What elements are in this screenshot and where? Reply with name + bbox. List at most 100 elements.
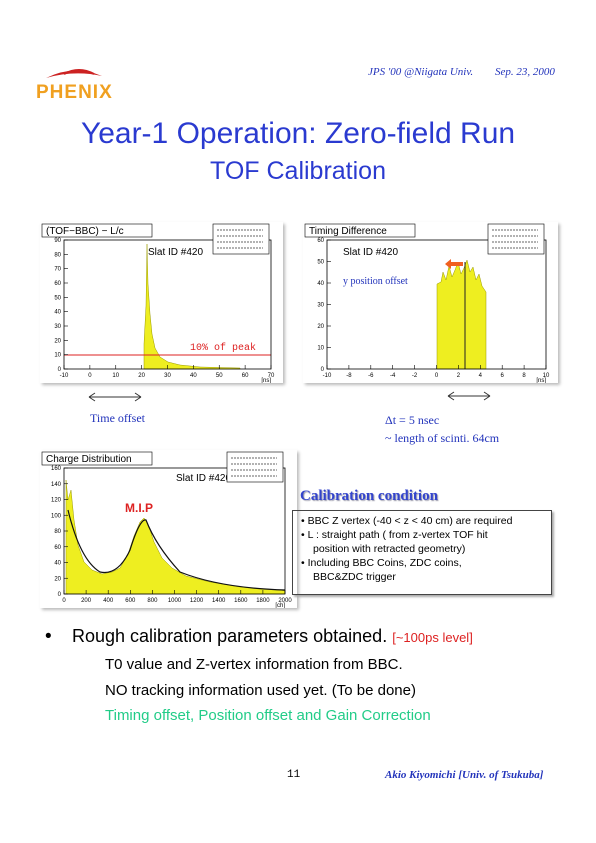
y-tick-label: 40 (54, 561, 61, 567)
x-tick-label: 0 (62, 598, 66, 604)
stats-box (212, 223, 270, 255)
y-tick-label: 60 (54, 281, 61, 287)
logo: PHENIX (36, 82, 113, 103)
condition-line: BBC&ZDC trigger (293, 570, 551, 584)
double-arrow (447, 391, 491, 401)
condition-text: BBC Z vertex (-40 < z < 40 cm) are requi… (307, 515, 513, 527)
author: Akio Kiyomichi [Univ. of Tsukuba] (385, 769, 544, 781)
y-tick-label: 50 (54, 295, 61, 301)
bullet-dot: • (301, 557, 308, 569)
panel-title: (TOF−BBC) − L/c (46, 226, 124, 237)
condition-line: • Including BBC Coins, ZDC coins, (293, 556, 551, 570)
subline: T0 value and Z-vertex information from B… (105, 656, 403, 673)
x-tick-label: -2 (412, 373, 418, 379)
y-tick-label: 0 (58, 592, 62, 598)
x-tick-label: -4 (390, 373, 396, 379)
y-tick-label: 160 (51, 466, 62, 472)
subline: Timing offset, Position offset and Gain … (105, 707, 431, 724)
title-box (41, 223, 153, 238)
panel-label: Slat ID #420 (148, 247, 203, 258)
x-tick-label: 2000 (278, 598, 292, 604)
histogram (436, 259, 487, 370)
note: Time offset (90, 411, 146, 425)
condition-text: BBC&ZDC trigger (313, 571, 396, 583)
x-tick-label: 0 (88, 373, 92, 379)
y-tick-label: 20 (54, 576, 61, 582)
bullet-dot: • (301, 515, 308, 527)
y-tick-label: 90 (54, 238, 61, 244)
note: Δt = 5 nsec (385, 413, 440, 427)
annotation: M.I.P (125, 501, 153, 515)
annotation: 10% of peak (190, 342, 256, 354)
y-tick-label: 80 (54, 252, 61, 258)
y-tick-label: 0 (58, 367, 62, 373)
subline: NO tracking information used yet. (To be… (105, 682, 416, 699)
title: Year-1 Operation: Zero-field Run (80, 117, 516, 150)
title-box (304, 223, 416, 238)
x-tick-label: -10 (60, 373, 69, 379)
x-tick-label: 50 (216, 373, 223, 379)
x-tick-label: 1200 (190, 598, 204, 604)
condition-text: position with retracted geometry) (313, 543, 466, 555)
y-tick-label: 0 (321, 367, 325, 373)
x-tick-label: 60 (242, 373, 249, 379)
x-tick-label: 4 (479, 373, 483, 379)
y-tick-label: 20 (54, 338, 61, 344)
x-tick-label: 0 (435, 373, 439, 379)
y-tick-label: 140 (51, 482, 62, 488)
stats-box (487, 223, 545, 255)
condition-text: L : straight path ( from z-vertex TOF hi… (307, 529, 488, 541)
y-tick-label: 30 (54, 324, 61, 330)
condition-line: • BBC Z vertex (-40 < z < 40 cm) are req… (293, 514, 551, 528)
header-event: JPS '00 @Niigata Univ. (368, 66, 474, 78)
bullet-level: [~100ps level] (392, 630, 473, 645)
condition-line: • L : straight path ( from z-vertex TOF … (293, 528, 551, 542)
y-tick-label: 20 (317, 324, 324, 330)
histogram-panel: 10% of peak Slat ID #420 (TOF−BBC) − L/c… (40, 222, 283, 383)
plot-frame (326, 239, 547, 370)
title-box (41, 451, 153, 466)
histogram (65, 479, 286, 595)
x-unit: [ch] (275, 603, 285, 608)
y-tick-label: 10 (317, 346, 324, 352)
x-tick-label: 70 (268, 373, 275, 379)
x-tick-label: 1800 (256, 598, 270, 604)
y-tick-label: 60 (54, 545, 61, 551)
y-tick-label: 120 (51, 498, 62, 504)
bullet-main: Rough calibration parameters obtained. [… (72, 626, 473, 647)
histogram (143, 243, 241, 370)
histogram-panel: Slat ID #420 y position offset Timing Di… (303, 222, 558, 383)
x-tick-label: 10 (543, 373, 550, 379)
stats-box (226, 451, 284, 483)
bullet-text: Rough calibration parameters obtained. (72, 626, 388, 646)
note: ~ length of scinti. 64cm (385, 431, 500, 445)
page-number: 11 (287, 769, 301, 781)
header-date: Sep. 23, 2000 (495, 66, 555, 78)
subtitle: TOF Calibration (210, 157, 386, 185)
x-tick-label: 2 (457, 373, 461, 379)
y-tick-label: 40 (54, 310, 61, 316)
condition-heading: Calibration condition (300, 488, 438, 504)
x-tick-label: 40 (190, 373, 197, 379)
x-tick-label: 1000 (168, 598, 182, 604)
y-tick-label: 70 (54, 267, 61, 273)
x-tick-label: 1400 (212, 598, 226, 604)
y-tick-label: 10 (54, 353, 61, 359)
x-tick-label: 400 (103, 598, 114, 604)
y-tick-label: 50 (317, 260, 324, 266)
x-tick-label: 10 (112, 373, 119, 379)
bullet-dot: • (45, 626, 52, 647)
x-unit: [ns] (536, 378, 546, 383)
x-tick-label: 20 (138, 373, 145, 379)
x-tick-label: 600 (125, 598, 136, 604)
x-tick-label: 30 (164, 373, 171, 379)
x-tick-label: 6 (501, 373, 505, 379)
bullet-dot: • (301, 529, 308, 541)
x-tick-label: 1600 (234, 598, 248, 604)
x-unit: [ns] (261, 378, 271, 383)
panel-title: Timing Difference (309, 226, 387, 237)
y-tick-label: 80 (54, 529, 61, 535)
arrow (445, 259, 463, 269)
panel-label: Slat ID #420 (343, 247, 398, 258)
